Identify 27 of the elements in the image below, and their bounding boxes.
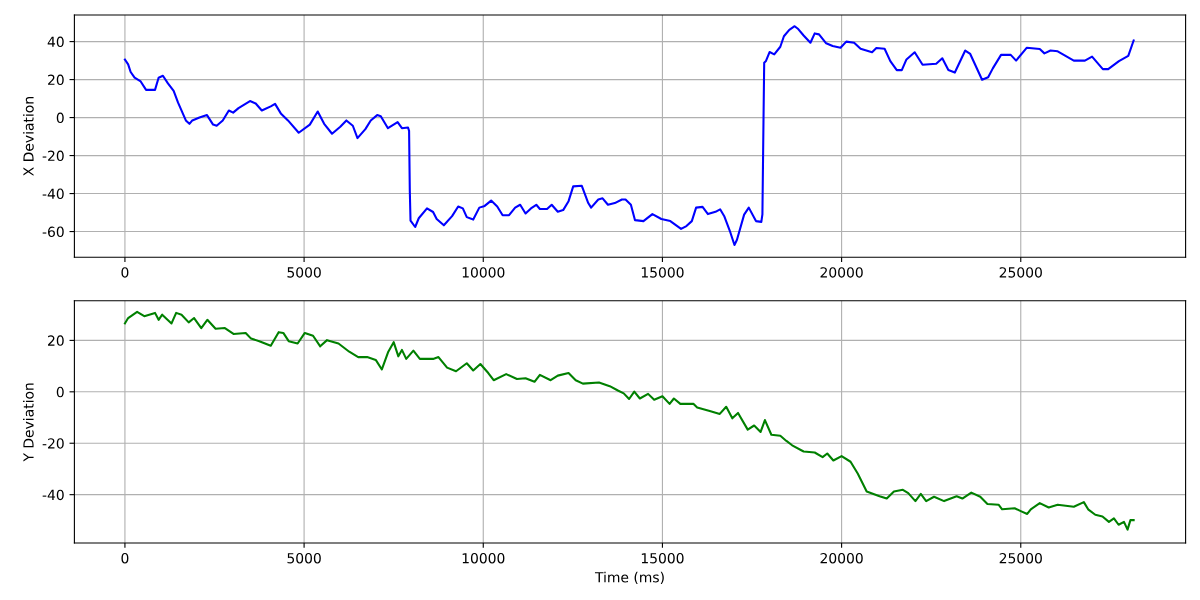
x-tick-label: 20000 xyxy=(820,552,863,564)
x-tick-label: 20000 xyxy=(820,267,863,278)
y-tick-label: 40 xyxy=(47,36,64,48)
x-tick-label: 15000 xyxy=(641,267,684,278)
x-tick-label: 25000 xyxy=(999,552,1042,564)
x-tick-label: 5000 xyxy=(287,552,321,564)
y-tick-label: -20 xyxy=(42,438,64,449)
x-tick-label: 10000 xyxy=(462,267,505,278)
line-series xyxy=(123,310,1135,531)
y-tick-label: -40 xyxy=(42,188,64,200)
x-tick-label: 25000 xyxy=(999,267,1042,278)
y-tick-label: 0 xyxy=(56,386,64,398)
x-tick-label: 0 xyxy=(121,267,129,278)
x-tick-label: 5000 xyxy=(287,267,321,278)
y-axis-title: X Deviation xyxy=(23,97,34,176)
x-tick-label: 15000 xyxy=(641,552,684,564)
y-tick-label: -40 xyxy=(42,489,64,501)
y-tick-label: 20 xyxy=(48,74,64,86)
x-tick-label: 10000 xyxy=(462,552,505,564)
y-tick-label: -20 xyxy=(42,150,64,162)
x-tick-label: 0 xyxy=(121,552,129,564)
y-tick-label: -60 xyxy=(42,226,64,238)
y-tick-label: 0 xyxy=(56,112,64,124)
y-axis-title: Y Deviation xyxy=(23,383,34,462)
y-tick-label: 20 xyxy=(48,335,64,346)
line-series xyxy=(123,25,1135,247)
x-axis-title: Time (ms) xyxy=(594,571,664,585)
